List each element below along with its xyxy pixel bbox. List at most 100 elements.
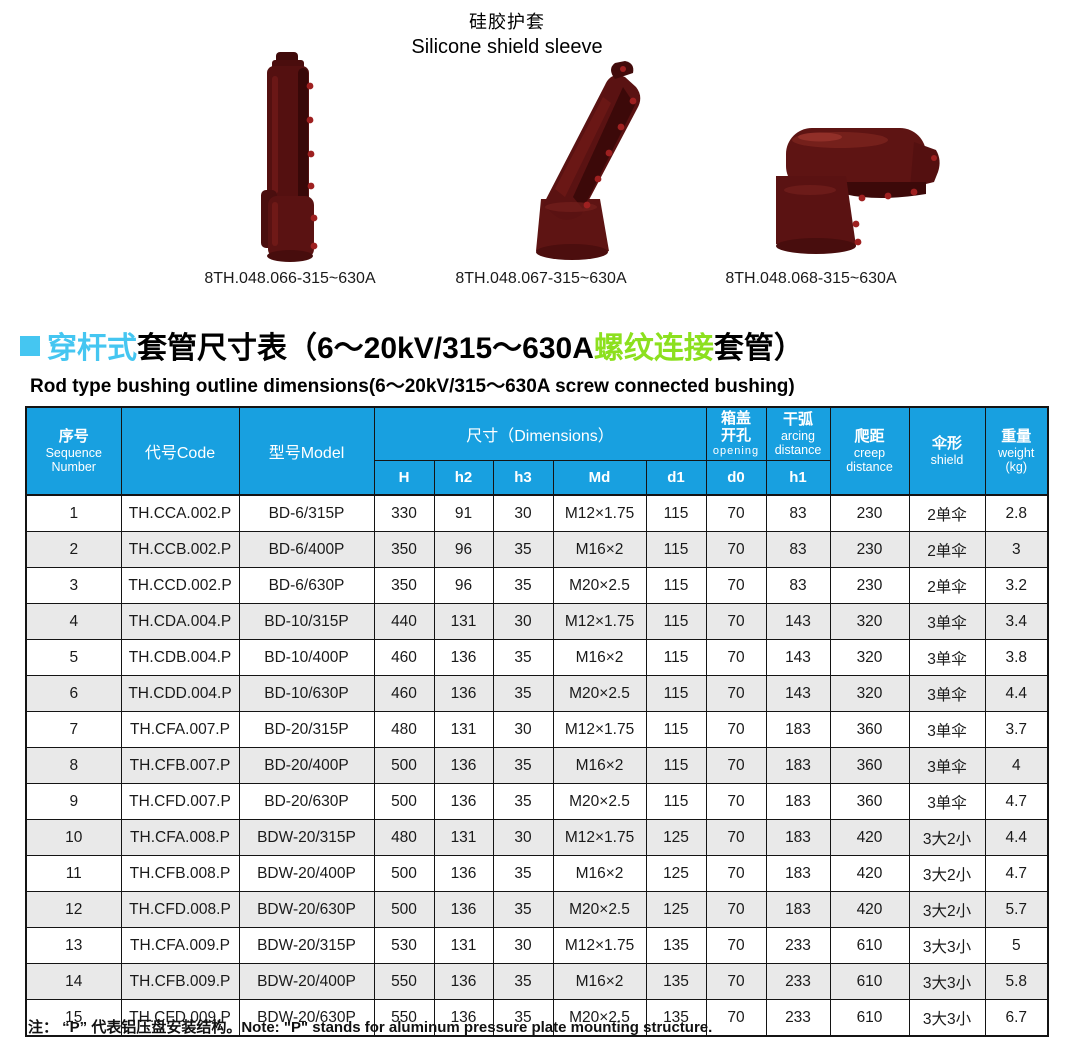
- cell-h3: 35: [492, 891, 554, 928]
- cell-weight: 3.4: [984, 603, 1049, 640]
- cell-Md: M20×2.5: [552, 783, 647, 820]
- cell-weight: 2.8: [984, 494, 1049, 532]
- cell-h2: 96: [433, 531, 494, 568]
- table-body: 1 TH.CCA.002.P BD-6/315P 330 91 30 M12×1.75 115…: [25, 494, 1049, 1037]
- cell-h2: 131: [433, 927, 494, 964]
- cell-weight: 3.7: [984, 711, 1049, 748]
- cell-h1: 143: [765, 603, 831, 640]
- cell-h3: 30: [492, 819, 554, 856]
- table-row: 10 TH.CFA.008.P BDW-20/315P 480 131 30 M12×1.7…: [25, 819, 1049, 856]
- cell-model: BD-10/315P: [238, 603, 375, 640]
- page-header: 硅胶护套 Silicone shield sleeve: [0, 8, 1014, 59]
- cell-d0: 70: [705, 567, 767, 604]
- cell-Md: M20×2.5: [552, 675, 647, 712]
- cell-h2: 136: [433, 855, 494, 892]
- cell-h1: 233: [765, 927, 831, 964]
- cell-h1: 83: [765, 494, 831, 532]
- cell-weight: 3.2: [984, 567, 1049, 604]
- cell-code: TH.CFB.007.P: [120, 747, 240, 784]
- cell-Md: M16×2: [552, 963, 647, 1000]
- cell-h1: 233: [765, 963, 831, 1000]
- col-header-creep: 爬距 creep distance: [829, 406, 910, 496]
- cell-shield: 3大2小: [908, 855, 986, 892]
- cell-h2: 136: [433, 675, 494, 712]
- cell-d1: 115: [645, 747, 707, 784]
- cell-h1: 143: [765, 675, 831, 712]
- col-header-code: 代号Code: [120, 406, 240, 496]
- product-caption: 8TH.048.067-315~630A: [455, 270, 627, 287]
- cell-weight: 4.7: [984, 855, 1049, 892]
- table-row: 1 TH.CCA.002.P BD-6/315P 330 91 30 M12×1.75 115…: [25, 494, 1049, 532]
- cell-h3: 35: [492, 963, 554, 1000]
- cell-weight: 4.4: [984, 819, 1049, 856]
- table-row: 4 TH.CDA.004.P BD-10/315P 440 131 30 M12×1.75 1…: [25, 603, 1049, 640]
- table-row: 9 TH.CFD.007.P BD-20/630P 500 136 35 M20×2.5 11…: [25, 783, 1049, 820]
- cell-Md: M20×2.5: [552, 891, 647, 928]
- cell-model: BDW-20/630P: [238, 891, 375, 928]
- cell-model: BD-20/630P: [238, 783, 375, 820]
- cell-h2: 131: [433, 603, 494, 640]
- section-title-zh-cyan: 穿杆式: [47, 332, 137, 365]
- cell-h3: 35: [492, 855, 554, 892]
- cell-Md: M12×1.75: [552, 927, 647, 964]
- cell-d0: 70: [705, 531, 767, 568]
- section-subtitle: Rod type bushing outline dimensions(6～20…: [30, 376, 795, 397]
- cell-Md: M12×1.75: [552, 711, 647, 748]
- cell-d1: 125: [645, 891, 707, 928]
- product-image-angled-sleeve-icon: [503, 57, 647, 263]
- sub-header-d0: d0: [705, 460, 767, 496]
- cell-h2: 136: [433, 639, 494, 676]
- cell-h2: 136: [433, 783, 494, 820]
- cell-seq: 2: [25, 531, 122, 568]
- sub-header-h3: h3: [492, 460, 554, 496]
- cell-H: 480: [373, 819, 435, 856]
- col-header-opening-en: opening: [712, 445, 760, 458]
- cell-h3: 35: [492, 675, 554, 712]
- cell-seq: 8: [25, 747, 122, 784]
- product-caption: 8TH.048.066-315~630A: [204, 270, 376, 287]
- cell-d0: 70: [705, 639, 767, 676]
- cell-creep: 360: [829, 783, 910, 820]
- cell-d0: 70: [705, 891, 767, 928]
- table-row: 5 TH.CDB.004.P BD-10/400P 460 136 35 M16×2 115 7…: [25, 639, 1049, 676]
- cell-h1: 183: [765, 711, 831, 748]
- cell-d0: 70: [705, 783, 767, 820]
- cell-shield: 3单伞: [908, 603, 986, 640]
- table-row: 14 TH.CFB.009.P BDW-20/400P 550 136 35 M16×2 13…: [25, 963, 1049, 1000]
- cell-code: TH.CFD.009.P: [120, 999, 240, 1037]
- cell-Md: M16×2: [552, 855, 647, 892]
- col-header-creep-en: creep distance: [846, 445, 893, 475]
- cell-creep: 230: [829, 531, 910, 568]
- cell-d1: 115: [645, 783, 707, 820]
- cell-d1: 115: [645, 675, 707, 712]
- cell-d1: 115: [645, 531, 707, 568]
- cell-code: TH.CCD.002.P: [120, 567, 240, 604]
- cell-weight: 5: [984, 927, 1049, 964]
- cell-H: 500: [373, 747, 435, 784]
- cell-code: TH.CDD.004.P: [120, 675, 240, 712]
- product-image-elbow-sleeve-icon: [758, 120, 942, 258]
- cell-model: BD-6/630P: [238, 567, 375, 604]
- cell-weight: 3: [984, 531, 1049, 568]
- cell-d1: 115: [645, 567, 707, 604]
- cell-seq: 11: [25, 855, 122, 892]
- cell-H: 350: [373, 531, 435, 568]
- cell-h3: 30: [492, 603, 554, 640]
- col-header-creep-zh: 爬距: [854, 427, 885, 445]
- col-header-shield-en: shield: [930, 452, 964, 467]
- cell-code: TH.CFB.008.P: [120, 855, 240, 892]
- cell-d1: 135: [645, 927, 707, 964]
- cell-seq: 5: [25, 639, 122, 676]
- cell-code: TH.CFA.007.P: [120, 711, 240, 748]
- cell-h1: 183: [765, 819, 831, 856]
- cell-model: BD-6/400P: [238, 531, 375, 568]
- cell-shield: 3单伞: [908, 783, 986, 820]
- dimensions-table: 序号 Sequence Number 代号Code 型号Model 尺寸（Dim…: [25, 406, 1049, 1037]
- cell-code: TH.CCA.002.P: [120, 494, 240, 532]
- cell-d0: 70: [705, 963, 767, 1000]
- cell-h3: 35: [492, 531, 554, 568]
- col-header-sequence-zh: 序号: [58, 427, 89, 445]
- cell-h2: 136: [433, 999, 494, 1037]
- col-header-weight: 重量 weight (kg): [984, 406, 1049, 496]
- cell-d0: 70: [705, 747, 767, 784]
